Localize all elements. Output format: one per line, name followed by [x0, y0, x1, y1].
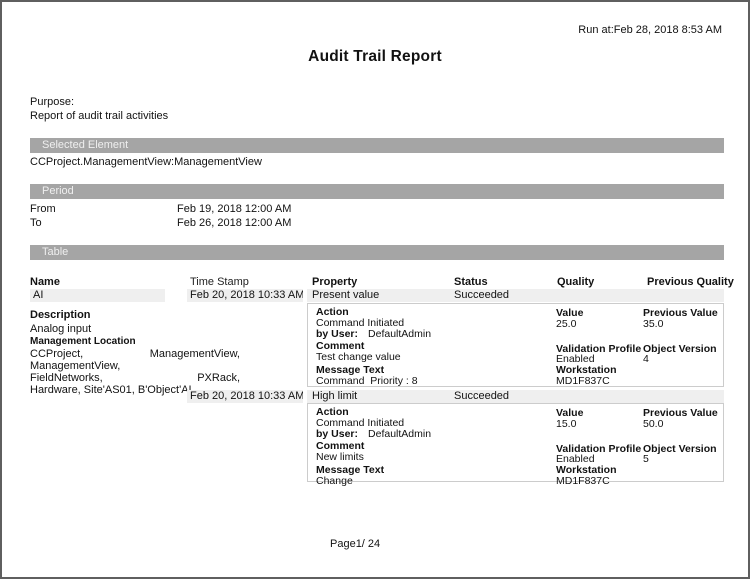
col-header-quality: Quality	[557, 276, 595, 288]
col-header-property: Property	[312, 276, 358, 288]
purpose-label: Purpose:	[30, 96, 75, 108]
value-label: Value	[556, 307, 584, 319]
name-cell: AI	[30, 289, 165, 302]
section-header-table: Table	[30, 245, 724, 260]
property-cell: High limit	[312, 390, 358, 402]
management-location-line: Hardware, Site'AS01, B'Object'AI	[30, 384, 192, 396]
period-from-label: From	[30, 203, 56, 215]
comment-value: Test change value	[316, 351, 401, 364]
message-text-label: Message Text	[316, 363, 385, 376]
by-user-value: DefaultAdmin	[368, 427, 432, 440]
property-row: High limit Succeeded	[307, 390, 724, 403]
description-label: Description	[30, 309, 91, 321]
validation-profile-label: Validation Profile	[556, 342, 642, 355]
detail-left-column: Action Command Initiated by User: Default…	[316, 407, 548, 489]
description-value: Analog input	[30, 323, 92, 335]
message-text-value: Command Priority : 8	[316, 374, 418, 387]
section-header-label: Table	[42, 246, 69, 258]
workstation-label: Workstation	[556, 364, 617, 377]
page-number: Page1/ 24	[330, 538, 381, 550]
comment-label: Comment	[316, 340, 365, 353]
message-text-label: Message Text	[316, 463, 385, 476]
action-value: Command Initiated	[316, 416, 405, 429]
period-from-value: Feb 19, 2018 12:00 AM	[177, 203, 292, 215]
comment-value: New limits	[316, 451, 364, 464]
message-text-value: Change	[316, 474, 353, 487]
object-version-value: 5	[643, 453, 649, 466]
object-version-value: 4	[643, 353, 649, 366]
timestamp-cell: Feb 20, 2018 10:33 AM	[187, 289, 303, 302]
management-location-line: FieldNetworks, PXRack,	[30, 372, 240, 384]
object-version-label: Object Version	[643, 442, 717, 455]
value-label: Value	[556, 407, 584, 419]
previous-value: 35.0	[643, 317, 664, 330]
previous-value-label: Previous Value	[643, 307, 718, 319]
management-location-line: CCProject, ManagementView,	[30, 348, 240, 360]
previous-value: 50.0	[643, 417, 664, 430]
object-details: Description Analog input Management Loca…	[30, 308, 242, 396]
workstation-value: MD1F837C	[556, 374, 610, 387]
col-header-status: Status	[454, 276, 488, 288]
col-header-name: Name	[30, 276, 60, 288]
workstation-label: Workstation	[556, 464, 617, 477]
section-header-selected-element: Selected Element	[30, 138, 724, 153]
detail-left-column: Action Command Initiated by User: Default…	[316, 307, 548, 389]
detail-previous-quality-column: Previous Value 35.0 Object Version 4	[643, 308, 723, 365]
validation-profile-value: Enabled	[556, 353, 595, 366]
validation-profile-value: Enabled	[556, 453, 595, 466]
value: 25.0	[556, 317, 577, 330]
detail-quality-column: Value 15.0 Validation Profile Enabled Wo…	[556, 408, 642, 487]
detail-previous-quality-column: Previous Value 50.0 Object Version 5	[643, 408, 723, 465]
detail-box: Action Command Initiated by User: Default…	[307, 403, 724, 486]
workstation-value: MD1F837C	[556, 474, 610, 487]
action-label: Action	[316, 306, 349, 318]
validation-profile-label: Validation Profile	[556, 442, 642, 455]
action-value: Command Initiated	[316, 316, 405, 329]
management-location-line: ManagementView,	[30, 360, 121, 372]
purpose-text: Report of audit trail activities	[30, 110, 169, 122]
section-header-label: Selected Element	[42, 139, 129, 151]
property-cell: Present value	[312, 289, 380, 301]
comment-label: Comment	[316, 440, 365, 453]
by-user-label: by User:	[316, 427, 359, 440]
by-user-label: by User:	[316, 327, 359, 340]
section-header-label: Period	[42, 185, 74, 197]
page-title: Audit Trail Report	[308, 48, 442, 65]
management-location-label: Management Location	[30, 336, 136, 347]
object-version-label: Object Version	[643, 342, 717, 355]
by-user-value: DefaultAdmin	[368, 327, 432, 340]
status-cell: Succeeded	[454, 289, 510, 301]
selected-element-value: CCProject.ManagementView:ManagementView	[30, 156, 262, 168]
action-label: Action	[316, 406, 349, 418]
section-header-period: Period	[30, 184, 724, 199]
detail-quality-column: Value 25.0 Validation Profile Enabled Wo…	[556, 308, 642, 387]
timestamp-cell: Feb 20, 2018 10:33 AM	[187, 390, 303, 403]
period-to-value: Feb 26, 2018 12:00 AM	[177, 217, 292, 229]
property-row: Present value Succeeded	[307, 289, 724, 302]
col-header-time-stamp: Time Stamp	[190, 276, 249, 288]
value: 15.0	[556, 417, 577, 430]
previous-value-label: Previous Value	[643, 407, 718, 419]
period-to-label: To	[30, 217, 42, 229]
col-header-previous-quality: Previous Quality	[647, 276, 734, 288]
status-cell: Succeeded	[454, 390, 510, 402]
detail-box: Action Command Initiated by User: Default…	[307, 303, 724, 387]
run-at-timestamp: Run at:Feb 28, 2018 8:53 AM	[578, 24, 722, 36]
